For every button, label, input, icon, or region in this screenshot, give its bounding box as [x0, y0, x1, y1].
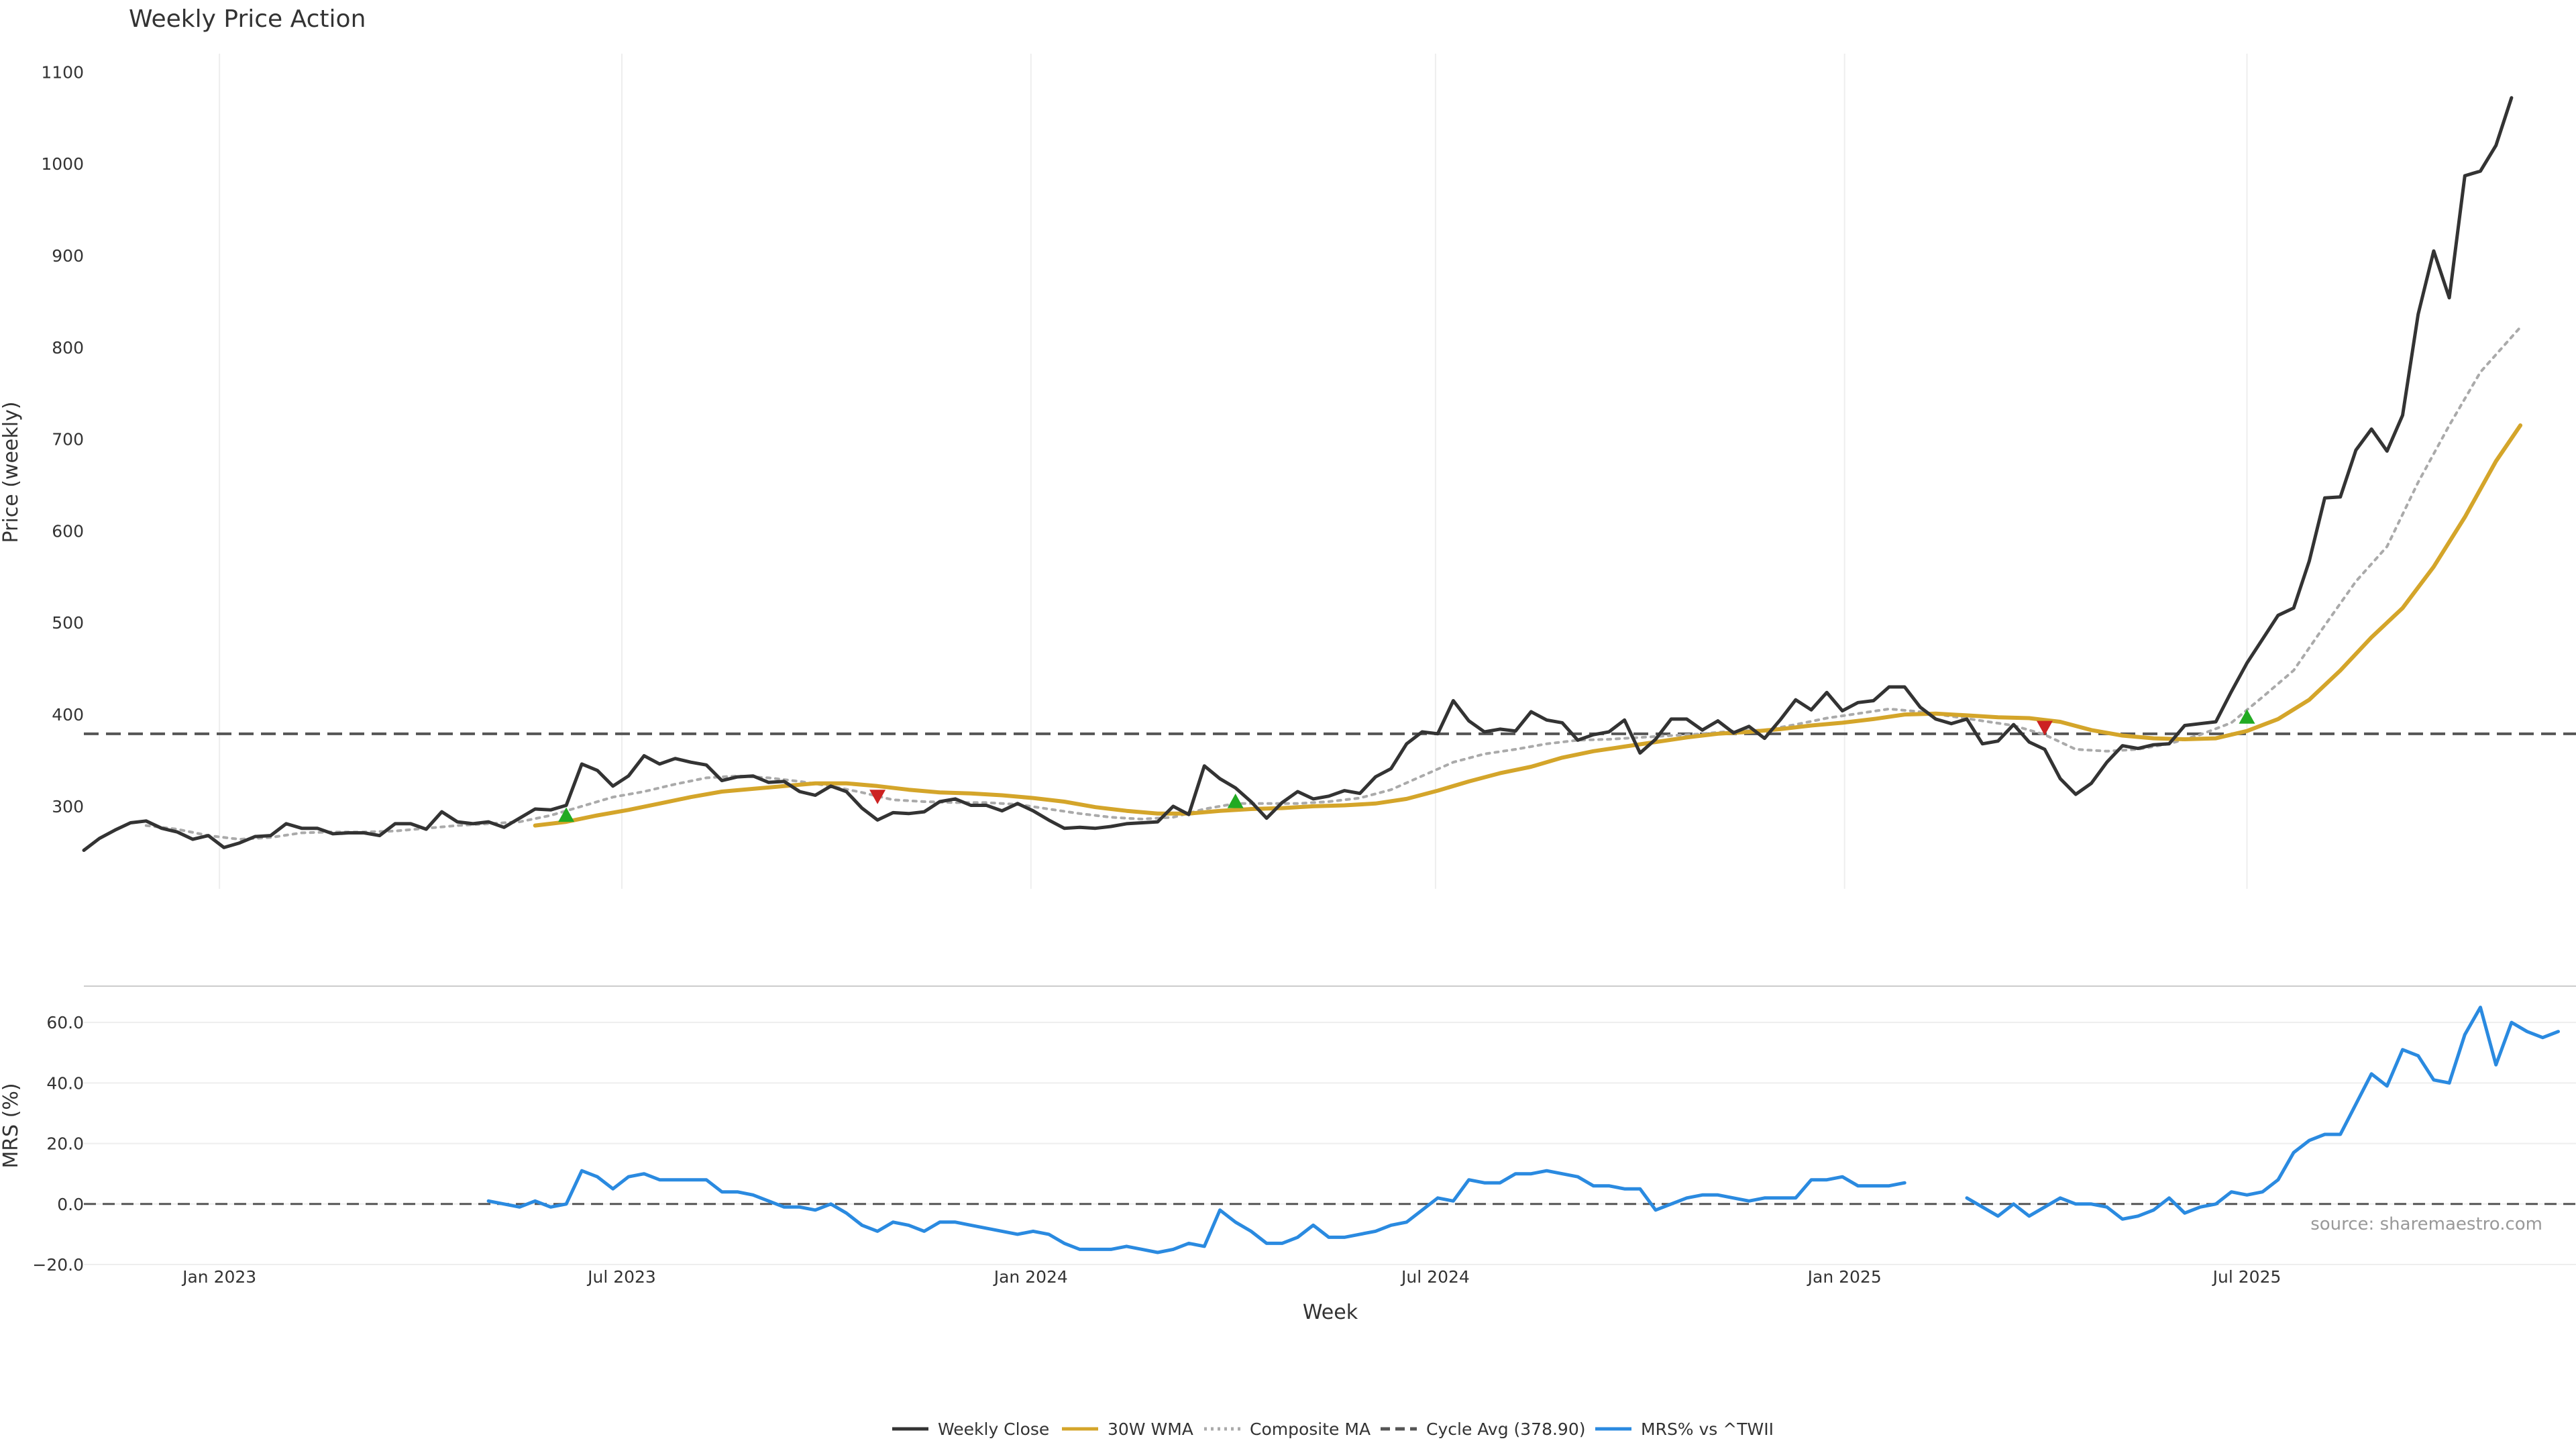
mrs-y-tick-label: 0.0 [57, 1195, 84, 1214]
price-series-group [82, 96, 2523, 852]
mrs-y-tick-label: 60.0 [46, 1013, 84, 1032]
series-line-mrs [486, 1169, 1907, 1254]
signal-marker-up [558, 807, 575, 822]
series-line-mrs [1965, 1006, 2560, 1221]
x-tick-label: Jul 2025 [2212, 1267, 2282, 1287]
legend: Weekly Close 30W WMA Composite MA Cycle Avg… [892, 1419, 1774, 1439]
legend-label: Cycle Avg (378.90) [1426, 1419, 1586, 1439]
legend-label: Weekly Close [938, 1419, 1049, 1439]
legend-label: MRS% vs ^TWII [1641, 1419, 1774, 1439]
price-y-tick-label: 700 [52, 430, 84, 449]
legend-label: 30W WMA [1108, 1419, 1193, 1439]
price-y-tick-label: 400 [52, 705, 84, 724]
legend-label: Composite MA [1250, 1419, 1371, 1439]
source-note: source: sharemaestro.com [2310, 1214, 2542, 1234]
price-y-tick-label: 1100 [41, 62, 84, 82]
signal-markers [558, 709, 2255, 822]
chart-title: Weekly Price Action [129, 5, 366, 33]
price-y-tick-label: 800 [52, 338, 84, 358]
price-y-ticks: 300 400 500 600 700 800 900 1000 1100 [41, 62, 84, 816]
price-y-tick-label: 1000 [41, 154, 84, 174]
series-line-weekly-close [82, 96, 2514, 852]
price-grid [219, 54, 2248, 889]
mrs-y-axis-label: MRS (%) [0, 1083, 23, 1168]
x-ticks: Jan 2023 Jul 2023 Jan 2024 Jul 2024 Jan 2025… [181, 1267, 2281, 1287]
price-y-tick-label: 300 [52, 797, 84, 816]
legend-item-30w-wma: 30W WMA [1062, 1419, 1193, 1439]
x-axis-label: Week [1303, 1301, 1358, 1324]
signal-marker-down [2037, 720, 2053, 736]
mrs-y-tick-label: 40.0 [46, 1073, 84, 1093]
mrs-y-ticks: −20.0 0.0 20.0 40.0 60.0 [32, 1013, 84, 1275]
legend-item-composite-ma: Composite MA [1204, 1419, 1371, 1439]
x-tick-label: Jul 2023 [586, 1267, 656, 1287]
price-y-tick-label: 500 [52, 613, 84, 633]
x-tick-label: Jul 2024 [1400, 1267, 1470, 1287]
signal-marker-up [1227, 794, 1244, 808]
legend-item-cycle-avg-378-90: Cycle Avg (378.90) [1381, 1419, 1586, 1439]
x-tick-label: Jan 2025 [1807, 1267, 1882, 1287]
mrs-y-tick-label: −20.0 [32, 1255, 84, 1275]
legend-item-weekly-close: Weekly Close [892, 1419, 1049, 1439]
x-tick-label: Jan 2024 [993, 1267, 1068, 1287]
mrs-series-group [486, 1006, 2560, 1254]
mrs-y-tick-label: 20.0 [46, 1134, 84, 1154]
series-line-30w-wma [533, 423, 2523, 828]
price-y-axis-label: Price (weekly) [0, 401, 23, 543]
price-y-tick-label: 600 [52, 521, 84, 541]
x-tick-label: Jan 2023 [181, 1267, 256, 1287]
legend-item-mrs-vs-twii: MRS% vs ^TWII [1595, 1419, 1774, 1439]
signal-marker-down [869, 790, 886, 804]
signal-marker-up [2239, 709, 2255, 724]
price-y-tick-label: 900 [52, 246, 84, 266]
